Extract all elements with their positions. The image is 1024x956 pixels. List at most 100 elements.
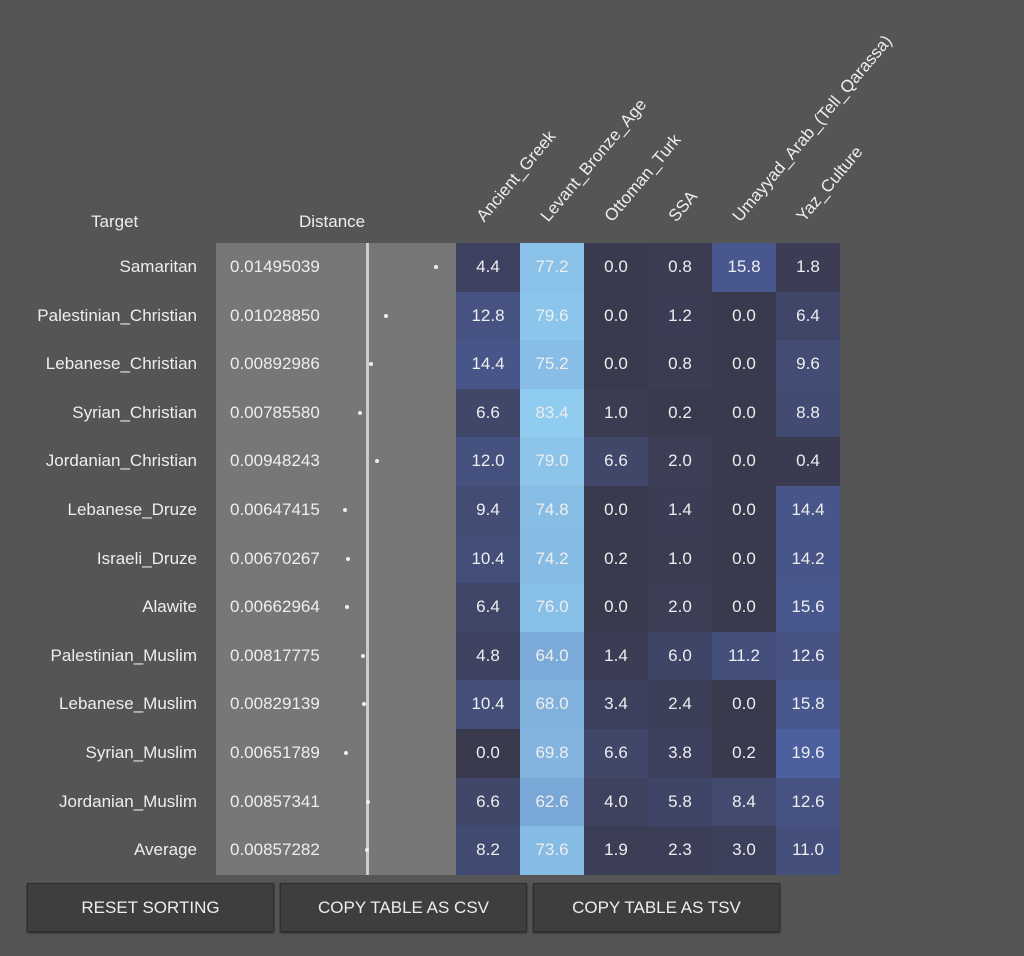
value-cell: 0.0 xyxy=(584,583,648,633)
target-label: Alawite xyxy=(142,597,197,617)
value-cell: 9.4 xyxy=(456,486,520,535)
value-cell: 15.8 xyxy=(776,680,840,730)
distance-value: 0.00662964 xyxy=(230,597,320,617)
value-cell: 64.0 xyxy=(520,631,584,681)
distance-value: 0.00948243 xyxy=(230,451,320,471)
value-cell: 0.0 xyxy=(712,388,776,438)
distance-dot xyxy=(361,653,366,658)
column-header: Yaz_Culture xyxy=(792,142,867,226)
column-header: Levant_Bronze_Age xyxy=(536,95,651,226)
copy-csv-button[interactable]: COPY TABLE AS CSV xyxy=(280,883,527,932)
value-cell: 6.4 xyxy=(776,291,840,341)
value-cell: 73.6 xyxy=(520,826,584,876)
distance-value: 0.00817775 xyxy=(230,645,320,665)
distance-dot xyxy=(343,751,348,755)
target-label: Average xyxy=(133,840,197,860)
distance-dot xyxy=(383,313,388,318)
value-cell: 68.0 xyxy=(520,680,584,730)
distance-value: 0.01028850 xyxy=(230,305,320,325)
target-label: Syrian_Muslim xyxy=(85,743,197,762)
value-cell: 10.4 xyxy=(456,680,520,730)
value-cell: 79.0 xyxy=(520,437,584,487)
value-cell: 4.8 xyxy=(456,631,520,681)
value-cell: 0.0 xyxy=(584,340,648,390)
value-cell: 12.6 xyxy=(776,631,840,681)
target-label: Samaritan xyxy=(119,257,197,276)
value-cell: 14.2 xyxy=(776,534,840,584)
value-cell: 0.0 xyxy=(584,291,648,341)
value-cell: 1.0 xyxy=(584,388,648,438)
value-cell: 0.0 xyxy=(456,729,520,778)
target-label: Palestinian_Muslim xyxy=(50,645,197,665)
value-cell: 19.6 xyxy=(776,729,840,778)
distance-dot xyxy=(343,508,348,512)
target-label: Palestinian_Christian xyxy=(37,305,197,325)
value-cell: 2.0 xyxy=(648,583,712,633)
distance-dot xyxy=(357,410,362,415)
distance-value: 0.00829139 xyxy=(230,694,320,714)
target-label: Jordanian_Christian xyxy=(45,451,197,471)
value-cell: 6.6 xyxy=(584,437,648,487)
header-distance: Distance xyxy=(299,212,366,231)
value-cell: 0.0 xyxy=(712,534,776,584)
value-cell: 0.2 xyxy=(648,388,712,438)
value-cell: 1.8 xyxy=(776,243,840,292)
value-cell: 0.0 xyxy=(712,437,776,487)
value-cell: 69.8 xyxy=(520,729,584,778)
distance-dot xyxy=(345,556,350,561)
distance-value: 0.00857282 xyxy=(230,840,320,860)
value-cell: 0.0 xyxy=(712,291,776,341)
distance-dot xyxy=(365,799,370,804)
value-cell: 0.4 xyxy=(776,437,840,487)
value-cell: 1.4 xyxy=(648,486,712,535)
value-cell: 10.4 xyxy=(456,534,520,584)
copy-tsv-button[interactable]: COPY TABLE AS TSV xyxy=(533,883,780,932)
value-cell: 8.4 xyxy=(712,777,776,827)
target-label: Syrian_Christian xyxy=(72,402,197,422)
value-cell: 11.2 xyxy=(712,631,776,681)
value-cell: 0.2 xyxy=(584,534,648,584)
value-cell: 6.6 xyxy=(456,388,520,438)
distance-value: 0.00857341 xyxy=(230,791,320,811)
target-label: Lebanese_Christian xyxy=(45,354,197,374)
value-cell: 1.9 xyxy=(584,826,648,876)
value-cell: 0.8 xyxy=(648,340,712,390)
target-label: Jordanian_Muslim xyxy=(59,791,197,811)
value-cell: 15.8 xyxy=(712,243,776,292)
distance-dot xyxy=(369,362,374,367)
column-header: SSA xyxy=(664,187,702,226)
value-cell: 0.8 xyxy=(648,243,712,292)
value-cell: 2.4 xyxy=(648,680,712,730)
value-cell: 12.0 xyxy=(456,437,520,487)
distance-column xyxy=(216,243,456,875)
distance-value: 0.00647415 xyxy=(230,500,320,519)
value-cell: 8.8 xyxy=(776,388,840,438)
average-line xyxy=(366,243,370,875)
value-cell: 76.0 xyxy=(520,583,584,633)
distance-dot xyxy=(362,702,367,707)
value-cell: 4.4 xyxy=(456,243,520,292)
value-cell: 12.8 xyxy=(456,291,520,341)
value-cell: 12.6 xyxy=(776,777,840,827)
value-cell: 0.0 xyxy=(584,243,648,292)
reset-sorting-button[interactable]: RESET SORTING xyxy=(27,883,274,932)
value-cell: 3.4 xyxy=(584,680,648,730)
value-cell: 62.6 xyxy=(520,777,584,827)
value-cell: 0.0 xyxy=(712,680,776,730)
value-cell: 6.0 xyxy=(648,631,712,681)
value-cell: 14.4 xyxy=(776,486,840,535)
value-cell: 14.4 xyxy=(456,340,520,390)
value-cell: 0.0 xyxy=(712,583,776,633)
distance-value: 0.00651789 xyxy=(230,743,320,762)
target-label: Lebanese_Muslim xyxy=(59,694,197,714)
value-cell: 8.2 xyxy=(456,826,520,876)
distance-value: 0.00670267 xyxy=(230,548,320,568)
value-cell: 79.6 xyxy=(520,291,584,341)
value-cell: 3.8 xyxy=(648,729,712,778)
value-cell: 0.0 xyxy=(712,486,776,535)
value-cell: 1.2 xyxy=(648,291,712,341)
distance-dot xyxy=(344,605,349,610)
target-label: Lebanese_Druze xyxy=(67,500,197,519)
value-cell: 1.0 xyxy=(648,534,712,584)
